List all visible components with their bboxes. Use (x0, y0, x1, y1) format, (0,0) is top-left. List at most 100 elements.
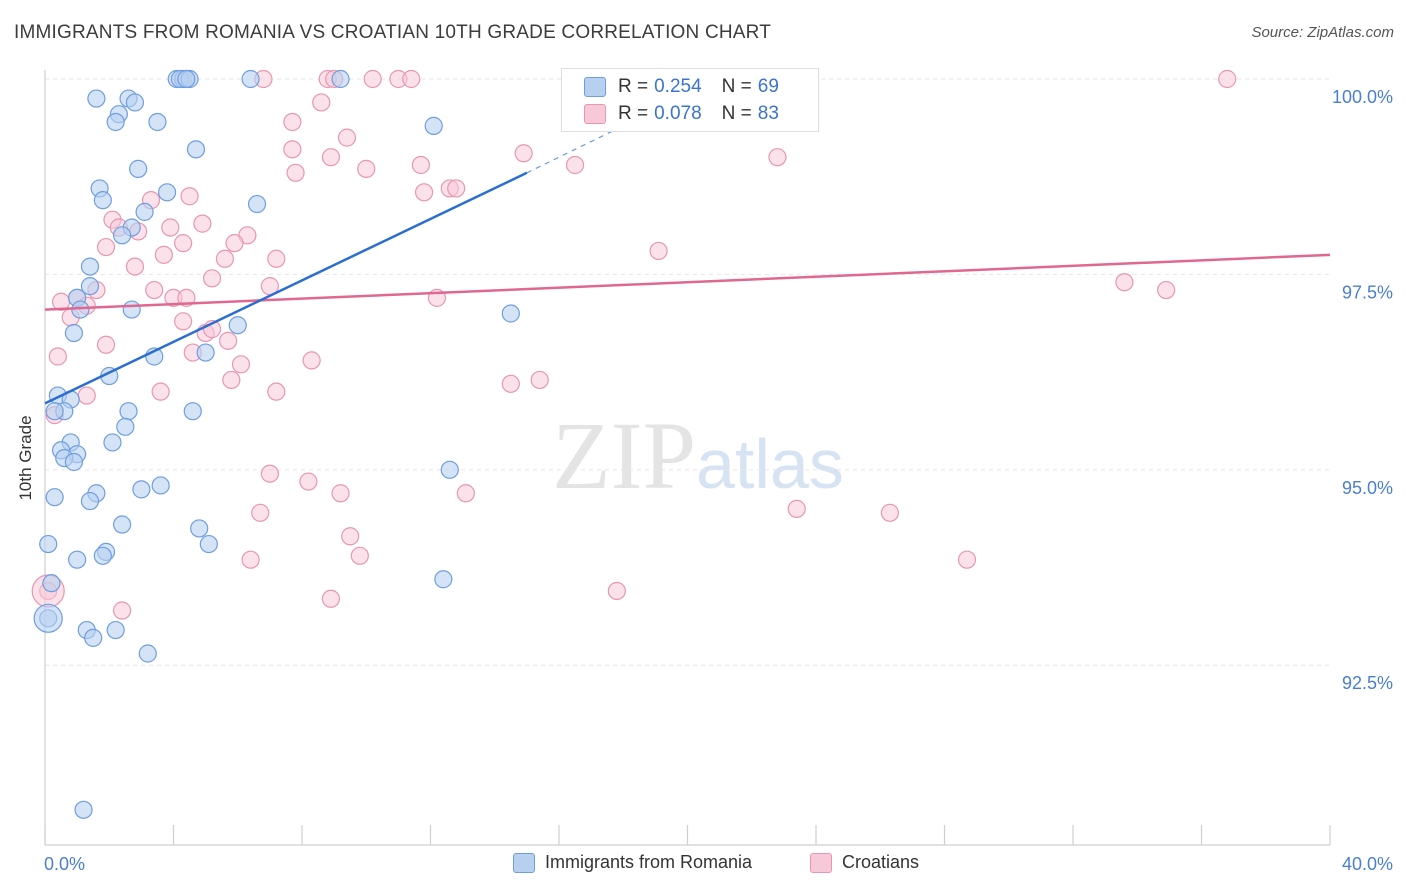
point-croatians (161, 218, 180, 237)
point-romania (71, 300, 90, 319)
point-croatians (331, 484, 350, 503)
point-romania (103, 433, 122, 452)
point-croatians (202, 269, 222, 288)
legend-r-label: R = (618, 76, 649, 97)
point-romania (190, 519, 209, 538)
point-romania (434, 570, 453, 589)
point-romania (199, 534, 218, 554)
point-croatians (514, 144, 533, 163)
point-croatians (880, 503, 899, 522)
bottom-legend-swatch-romania (513, 852, 535, 873)
legend-n-value: 69 (757, 76, 779, 97)
point-romania (64, 323, 84, 343)
point-croatians (768, 148, 787, 167)
point-croatians (341, 527, 360, 546)
legend-swatch-romania (584, 77, 606, 97)
point-romania (122, 300, 141, 319)
legend-n-label: N = (721, 76, 752, 97)
bottom-legend-label-romania: Immigrants from Romania (545, 852, 753, 872)
point-croatians (260, 464, 279, 483)
point-romania (129, 159, 148, 178)
point-croatians (251, 503, 270, 522)
point-croatians (193, 214, 212, 233)
point-croatians (787, 499, 806, 518)
point-romania (45, 488, 64, 507)
point-romania (45, 402, 64, 421)
point-croatians (96, 335, 116, 354)
source-credit: Source: ZipAtlas.com (1251, 24, 1394, 41)
point-croatians (125, 257, 145, 276)
y-tick-label: 100.0% (1332, 87, 1393, 107)
point-croatians (350, 546, 369, 565)
point-romania (64, 452, 84, 472)
point-croatians (174, 234, 193, 253)
point-croatians (267, 382, 286, 401)
point-croatians (411, 155, 430, 175)
point-croatians (1157, 280, 1176, 300)
point-romania (241, 69, 260, 89)
point-croatians (145, 280, 164, 300)
point-romania (93, 546, 112, 565)
y-tick-label: 92.5% (1342, 673, 1393, 693)
point-croatians (447, 179, 466, 198)
point-romania (33, 603, 63, 633)
x-tick-label: 0.0% (44, 854, 85, 874)
point-romania (196, 343, 215, 362)
bottom-legend-swatch-croatians (810, 852, 832, 873)
point-croatians (231, 355, 251, 374)
y-tick-label: 97.5% (1342, 282, 1393, 302)
point-romania (148, 112, 167, 132)
point-romania (80, 277, 100, 296)
point-romania (39, 534, 58, 554)
legend-r-value: 0.078 (654, 103, 702, 124)
bottom-legend-label-croatians: Croatians (842, 852, 920, 872)
point-croatians (565, 155, 585, 175)
point-croatians (283, 140, 302, 159)
point-romania (138, 644, 157, 663)
point-romania (151, 476, 170, 495)
point-croatians (112, 601, 132, 620)
point-romania (68, 550, 87, 569)
point-romania (106, 620, 125, 640)
y-tick-label: 95.0% (1342, 478, 1393, 498)
point-romania (440, 460, 459, 479)
point-croatians (96, 237, 116, 257)
point-romania (116, 417, 135, 436)
point-croatians (286, 163, 305, 182)
point-romania (247, 194, 267, 214)
point-croatians (174, 312, 193, 331)
point-croatians (402, 69, 421, 89)
watermark-atlas: atlas (696, 425, 844, 503)
point-romania (157, 183, 177, 202)
point-romania (119, 402, 138, 421)
point-croatians (649, 241, 668, 261)
point-croatians (414, 183, 434, 202)
point-romania (80, 257, 100, 276)
point-croatians (501, 374, 520, 393)
point-romania (42, 574, 61, 593)
legend-n-value: 83 (757, 103, 779, 124)
point-croatians (77, 386, 96, 405)
point-croatians (321, 148, 341, 167)
point-romania (501, 304, 520, 323)
point-croatians (225, 234, 244, 253)
legend-swatch-croatians (584, 104, 606, 124)
legend-r-label: R = (618, 103, 649, 124)
point-romania (74, 800, 93, 819)
legend-r-value: 0.254 (654, 76, 702, 97)
point-croatians (222, 370, 241, 390)
point-romania (93, 191, 112, 210)
legend-n-label: N = (721, 103, 752, 124)
chart-title: IMMIGRANTS FROM ROMANIA VS CROATIAN 10TH… (14, 22, 772, 43)
point-croatians (283, 112, 302, 132)
point-croatians (607, 581, 626, 601)
point-croatians (456, 484, 475, 503)
point-romania (186, 140, 206, 159)
point-croatians (151, 382, 170, 401)
point-croatians (299, 472, 318, 491)
x-tick-label: 40.0% (1342, 854, 1393, 874)
point-croatians (363, 69, 382, 89)
stats-legend: R = 0.254 N = 69 R = 0.078 N = 83 (561, 68, 819, 132)
point-romania (106, 112, 125, 132)
